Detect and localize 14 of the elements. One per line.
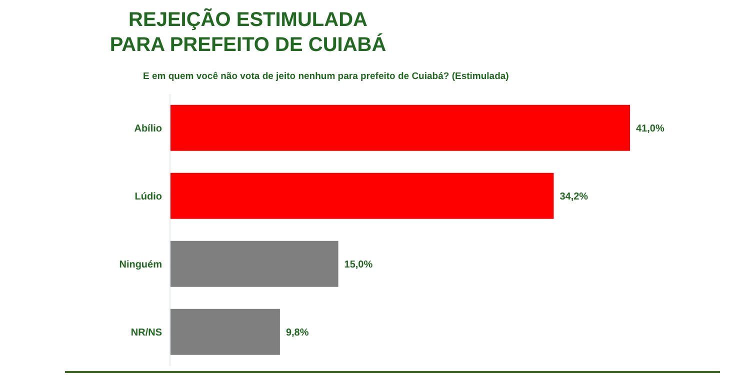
data-label: 34,2% (560, 191, 588, 202)
y-tick-label: Ninguém (119, 260, 162, 271)
chart-title: REJEIÇÃO ESTIMULADA PARA PREFEITO DE CUIABÁ (108, 8, 388, 58)
bar (170, 104, 630, 151)
y-tick-label: Lúdio (134, 192, 162, 203)
bar (170, 172, 554, 219)
data-label: 41,0% (636, 123, 664, 134)
y-tick-label: NR/NS (130, 328, 162, 339)
y-tick-label: Abílio (134, 124, 162, 135)
data-label: 9,8% (286, 327, 309, 338)
data-label: 15,0% (344, 259, 373, 270)
chart-subtitle: E em quem você não vota de jeito nenhum para prefeito de Cuiabá? (Estimulada) (143, 71, 509, 82)
bar (170, 308, 280, 355)
bar (170, 240, 338, 287)
